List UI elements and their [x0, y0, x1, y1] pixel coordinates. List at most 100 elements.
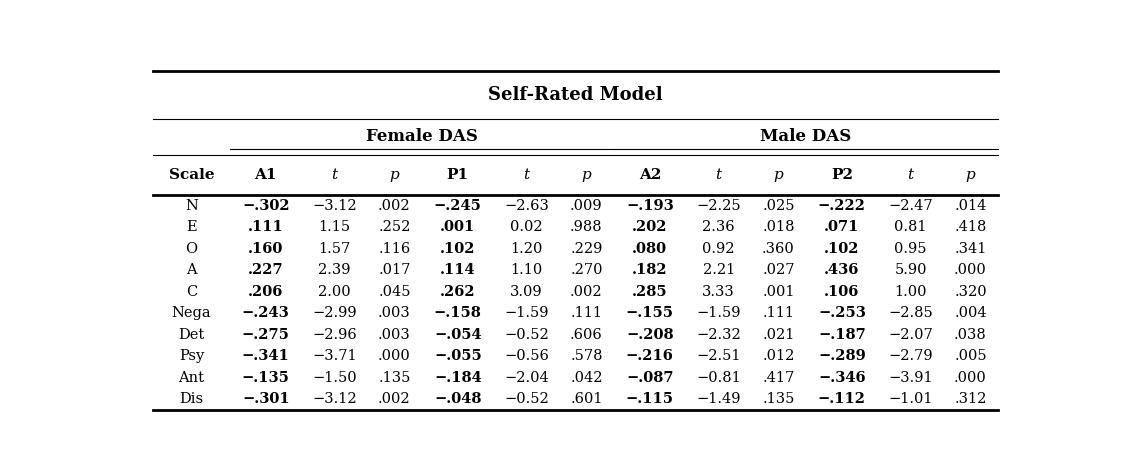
Text: .002: .002: [378, 199, 411, 213]
Text: .001: .001: [440, 220, 475, 235]
Text: Det: Det: [179, 328, 204, 342]
Text: .135: .135: [763, 392, 795, 406]
Text: −1.49: −1.49: [696, 392, 741, 406]
Text: .014: .014: [955, 199, 987, 213]
Text: −.135: −.135: [241, 371, 290, 385]
Text: −.187: −.187: [818, 328, 866, 342]
Text: p: p: [774, 168, 784, 182]
Text: 2.21: 2.21: [703, 263, 734, 277]
Text: .000: .000: [378, 350, 411, 363]
Text: −.341: −.341: [241, 350, 290, 363]
Text: .038: .038: [955, 328, 987, 342]
Text: .988: .988: [570, 220, 603, 235]
Text: 1.57: 1.57: [319, 242, 350, 256]
Text: −3.12: −3.12: [312, 392, 357, 406]
Text: O: O: [185, 242, 198, 256]
Text: −0.81: −0.81: [696, 371, 741, 385]
Text: .578: .578: [570, 350, 603, 363]
Text: .606: .606: [570, 328, 603, 342]
Text: .285: .285: [632, 285, 668, 299]
Text: 1.00: 1.00: [894, 285, 926, 299]
Text: .320: .320: [955, 285, 987, 299]
Text: p: p: [966, 168, 976, 182]
Text: .114: .114: [440, 263, 476, 277]
Text: −.243: −.243: [241, 307, 290, 320]
Text: 3.33: 3.33: [702, 285, 736, 299]
Text: .000: .000: [955, 263, 987, 277]
Text: .071: .071: [824, 220, 859, 235]
Text: −3.71: −3.71: [312, 350, 357, 363]
Text: 0.81: 0.81: [894, 220, 926, 235]
Text: .003: .003: [378, 307, 411, 320]
Text: −2.96: −2.96: [312, 328, 357, 342]
Text: t: t: [331, 168, 338, 182]
Text: .004: .004: [955, 307, 987, 320]
Text: −.222: −.222: [818, 199, 866, 213]
Text: A: A: [186, 263, 197, 277]
Text: −3.91: −3.91: [888, 371, 933, 385]
Text: E: E: [186, 220, 197, 235]
Text: −2.51: −2.51: [696, 350, 741, 363]
Text: −.112: −.112: [818, 392, 866, 406]
Text: .017: .017: [378, 263, 411, 277]
Text: −.275: −.275: [241, 328, 290, 342]
Text: Dis: Dis: [180, 392, 203, 406]
Text: 2.39: 2.39: [318, 263, 350, 277]
Text: A2: A2: [639, 168, 661, 182]
Text: .111: .111: [248, 220, 284, 235]
Text: t: t: [523, 168, 530, 182]
Text: .262: .262: [440, 285, 476, 299]
Text: −.216: −.216: [626, 350, 674, 363]
Text: .206: .206: [248, 285, 283, 299]
Text: .012: .012: [763, 350, 795, 363]
Text: 3.09: 3.09: [510, 285, 542, 299]
Text: −.302: −.302: [241, 199, 290, 213]
Text: −.253: −.253: [818, 307, 866, 320]
Text: Female DAS: Female DAS: [366, 128, 477, 145]
Text: Nega: Nega: [172, 307, 211, 320]
Text: −.155: −.155: [626, 307, 674, 320]
Text: 0.92: 0.92: [702, 242, 734, 256]
Text: −2.99: −2.99: [312, 307, 357, 320]
Text: .003: .003: [378, 328, 411, 342]
Text: .135: .135: [378, 371, 411, 385]
Text: −1.59: −1.59: [696, 307, 741, 320]
Text: A1: A1: [255, 168, 277, 182]
Text: N: N: [185, 199, 198, 213]
Text: −2.79: −2.79: [888, 350, 933, 363]
Text: .436: .436: [824, 263, 859, 277]
Text: .601: .601: [570, 392, 603, 406]
Text: .102: .102: [824, 242, 859, 256]
Text: .418: .418: [955, 220, 987, 235]
Text: .202: .202: [632, 220, 667, 235]
Text: .360: .360: [763, 242, 795, 256]
Text: 0.02: 0.02: [510, 220, 542, 235]
Text: −.193: −.193: [626, 199, 674, 213]
Text: Self-Rated Model: Self-Rated Model: [489, 86, 663, 104]
Text: −1.59: −1.59: [504, 307, 549, 320]
Text: .227: .227: [248, 263, 284, 277]
Text: 1.15: 1.15: [319, 220, 350, 235]
Text: −2.85: −2.85: [888, 307, 933, 320]
Text: p: p: [582, 168, 592, 182]
Text: 2.00: 2.00: [318, 285, 350, 299]
Text: −2.07: −2.07: [888, 328, 933, 342]
Text: Male DAS: Male DAS: [760, 128, 851, 145]
Text: −.087: −.087: [626, 371, 674, 385]
Text: .111: .111: [763, 307, 794, 320]
Text: Ant: Ant: [179, 371, 204, 385]
Text: .000: .000: [955, 371, 987, 385]
Text: .002: .002: [570, 285, 603, 299]
Text: .005: .005: [955, 350, 987, 363]
Text: .106: .106: [824, 285, 859, 299]
Text: −.346: −.346: [818, 371, 866, 385]
Text: −1.01: −1.01: [888, 392, 933, 406]
Text: −0.56: −0.56: [504, 350, 549, 363]
Text: −.158: −.158: [433, 307, 482, 320]
Text: −.055: −.055: [433, 350, 482, 363]
Text: −.208: −.208: [626, 328, 674, 342]
Text: .021: .021: [763, 328, 795, 342]
Text: .025: .025: [763, 199, 795, 213]
Text: −2.63: −2.63: [504, 199, 549, 213]
Text: .042: .042: [570, 371, 603, 385]
